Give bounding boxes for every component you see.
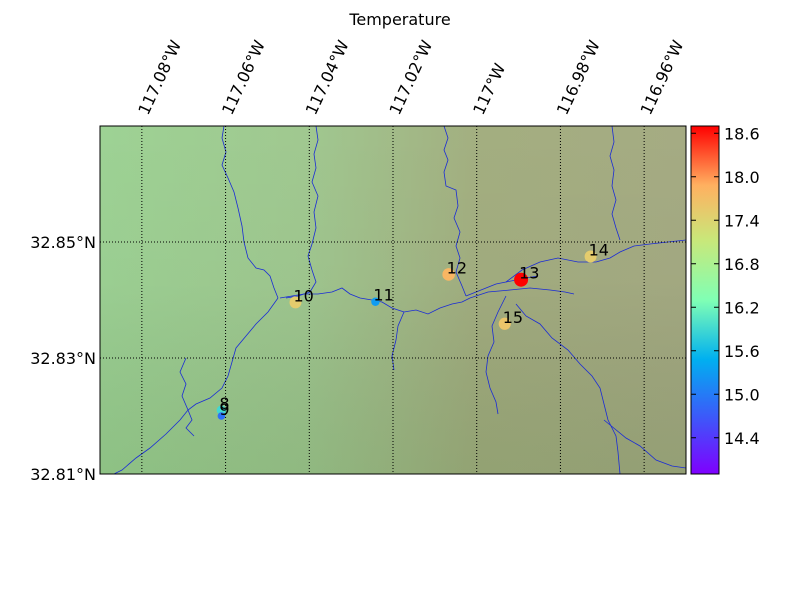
lon-tick-label: 116.96°W — [637, 37, 688, 118]
station-markers: 89 10 11 12 13 14 15 — [216, 241, 609, 420]
lon-tick-label: 117.02°W — [385, 37, 436, 118]
lat-tick-label: 32.83°N — [30, 349, 96, 368]
station-marker — [584, 250, 597, 263]
colorbar-tick-label: 18.0 — [724, 168, 760, 187]
map-title: Temperature — [349, 10, 451, 29]
latitude-tick-labels: 32.85°N 32.83°N 32.81°N — [30, 233, 96, 484]
lat-tick-label: 32.85°N — [30, 233, 96, 252]
longitude-tick-labels: 117.08°W 117.06°W 117.04°W 117.02°W 117°W 116… — [134, 37, 687, 118]
colorbar-tick-label: 14.4 — [724, 429, 760, 448]
station-label: 8 — [219, 394, 229, 413]
graticule-grid — [100, 126, 686, 474]
station-label: 11 — [373, 286, 393, 305]
station-marker — [289, 296, 302, 309]
map-frame — [99, 125, 687, 475]
lon-tick-label: 117°W — [469, 60, 509, 117]
river-path — [113, 297, 279, 474]
station-marker — [371, 297, 380, 306]
colorbar-tick-label: 17.4 — [724, 211, 760, 230]
station-marker — [216, 405, 227, 415]
colorbar-tick-label: 16.8 — [724, 255, 760, 274]
river-path — [505, 239, 686, 283]
river-path — [609, 126, 621, 241]
station-marker — [498, 317, 511, 330]
station-label: 15 — [503, 308, 523, 327]
station-label: 14 — [589, 241, 609, 260]
river-path — [469, 287, 575, 299]
colorbar-tick-label: 15.0 — [724, 385, 760, 404]
river-path — [221, 126, 279, 299]
colorbar: 14.4 15.0 15.6 16.2 16.8 17.4 18.0 18.6 — [690, 124, 760, 475]
station-marker — [442, 268, 455, 281]
river-path — [603, 419, 686, 469]
river-path — [179, 357, 189, 411]
colorbar-tick-label: 15.6 — [724, 342, 760, 361]
river-path — [443, 126, 467, 297]
station-label: 9 — [219, 400, 229, 419]
colorbar-tick-labels: 14.4 15.0 15.6 16.2 16.8 17.4 18.0 18.6 — [691, 124, 760, 448]
river-path — [485, 295, 507, 415]
lon-tick-label: 117.06°W — [218, 37, 269, 118]
map-area: 117.08°W 117.06°W 117.04°W 117.02°W 117°W 116… — [30, 37, 687, 484]
colorbar-tick-label: 18.6 — [724, 124, 760, 143]
colorbar-gradient — [690, 125, 720, 475]
river-path — [515, 303, 621, 474]
station-marker — [217, 412, 226, 420]
lon-tick-label: 117.08°W — [134, 37, 185, 118]
lat-tick-label: 32.81°N — [30, 465, 96, 484]
river-path — [285, 126, 319, 299]
station-marker — [514, 272, 529, 287]
river-path — [185, 409, 195, 437]
station-label: 10 — [293, 286, 313, 305]
station-label: 13 — [519, 264, 539, 283]
colorbar-tick-label: 16.2 — [724, 298, 760, 317]
station-label: 12 — [447, 258, 467, 277]
lon-tick-label: 117.04°W — [302, 37, 353, 118]
lon-tick-label: 116.98°W — [553, 37, 604, 118]
